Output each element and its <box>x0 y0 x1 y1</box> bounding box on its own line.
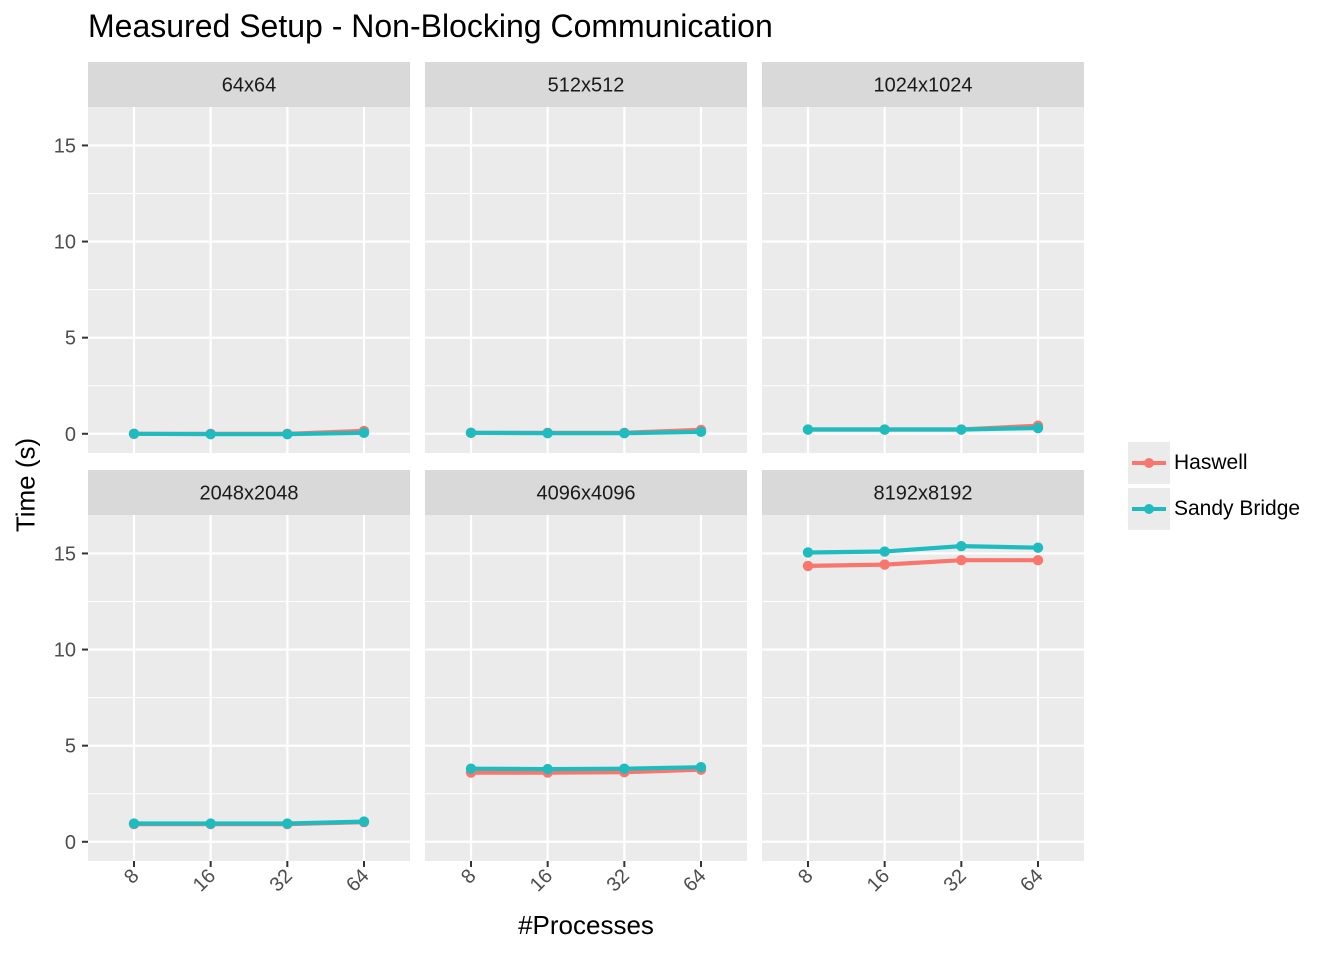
data-point <box>956 554 967 566</box>
legend-item-haswell: Haswell <box>1128 440 1300 486</box>
data-point <box>282 818 293 829</box>
legend-key-haswell <box>1128 442 1170 484</box>
x-tick-label: 64 <box>342 865 373 896</box>
y-tick-label: 15 <box>54 135 76 157</box>
data-point <box>1032 554 1044 566</box>
y-axis-title: Time (s) <box>10 437 41 533</box>
legend-item-sandy-bridge: Sandy Bridge <box>1128 486 1300 532</box>
data-point <box>465 763 477 774</box>
x-tick-label: 32 <box>940 865 971 896</box>
data-point <box>879 424 890 435</box>
data-point <box>619 428 630 439</box>
x-tick-label: 8 <box>120 865 143 888</box>
legend-key-sandy-bridge <box>1128 488 1170 530</box>
strip-label-64x64: 64x64 <box>222 75 277 97</box>
x-tick-label: 8 <box>794 865 817 888</box>
series-line-sandy-bridge <box>133 430 365 437</box>
data-point <box>619 763 630 774</box>
strip-512x512 <box>425 62 747 107</box>
strip-1024x1024 <box>762 62 1084 107</box>
x-tick-label: 16 <box>526 865 557 896</box>
legend-label-sandy-bridge: Sandy Bridge <box>1174 497 1301 520</box>
strip-label-1024x1024: 1024x1024 <box>874 75 973 97</box>
x-tick-label: 64 <box>679 865 710 896</box>
series-line-haswell <box>807 558 1038 568</box>
y-tick-label: 5 <box>65 328 76 350</box>
data-point <box>802 560 814 572</box>
y-tick-label: 10 <box>54 640 76 662</box>
legend-label-haswell: Haswell <box>1174 451 1248 474</box>
x-tick-label: 32 <box>603 865 634 896</box>
data-point <box>542 428 553 439</box>
strip-label-4096x4096: 4096x4096 <box>537 483 636 505</box>
data-point <box>879 546 890 557</box>
x-axis-title: #Processes <box>518 910 654 940</box>
strip-2048x2048 <box>88 470 410 515</box>
series-line-sandy-bridge <box>134 819 365 826</box>
strip-4096x4096 <box>425 470 747 515</box>
strip-8192x8192 <box>762 470 1084 515</box>
chart-title: Measured Setup - Non-Blocking Communicat… <box>88 8 773 44</box>
data-point <box>128 428 140 439</box>
data-point <box>956 540 967 552</box>
strip-label-2048x2048: 2048x2048 <box>200 483 299 505</box>
data-point <box>956 424 967 435</box>
data-point <box>205 428 216 440</box>
y-tick-label: 0 <box>65 832 76 854</box>
series-line-sandy-bridge <box>807 543 1039 555</box>
strip-label-8192x8192: 8192x8192 <box>874 483 973 505</box>
data-point <box>879 559 890 570</box>
panel-2048x2048 <box>88 515 410 861</box>
x-tick-label: 16 <box>189 865 220 896</box>
panel-8192x8192 <box>762 515 1084 861</box>
panel-1024x1024 <box>762 107 1084 453</box>
data-point <box>205 818 216 829</box>
y-tick-label: 15 <box>54 543 76 565</box>
data-point <box>802 424 814 435</box>
panel-4096x4096 <box>425 515 747 861</box>
x-tick-label: 16 <box>863 865 894 896</box>
series-line-haswell <box>471 767 702 775</box>
series-line-sandy-bridge <box>470 765 702 772</box>
strip-64x64 <box>88 62 410 107</box>
data-point <box>1032 542 1044 553</box>
x-tick-label: 32 <box>266 865 297 896</box>
data-point <box>128 818 140 829</box>
panel-512x512 <box>425 107 747 453</box>
data-point <box>358 816 370 827</box>
data-point <box>542 763 553 775</box>
data-point <box>465 427 477 439</box>
legend: Haswell Sandy Bridge <box>1128 440 1300 532</box>
data-point <box>282 428 293 440</box>
data-point <box>695 426 707 438</box>
x-tick-label: 64 <box>1016 865 1047 896</box>
series-line-sandy-bridge <box>808 425 1039 432</box>
y-tick-label: 10 <box>54 232 76 254</box>
y-tick-label: 5 <box>65 736 76 758</box>
data-point <box>802 547 814 558</box>
data-point <box>695 761 707 773</box>
data-point <box>358 427 370 439</box>
strip-label-512x512: 512x512 <box>548 75 625 97</box>
series-line-sandy-bridge <box>470 429 702 436</box>
panel-64x64 <box>88 107 410 453</box>
y-tick-label: 0 <box>65 424 76 446</box>
data-point <box>1032 422 1044 434</box>
x-tick-label: 8 <box>457 865 480 888</box>
